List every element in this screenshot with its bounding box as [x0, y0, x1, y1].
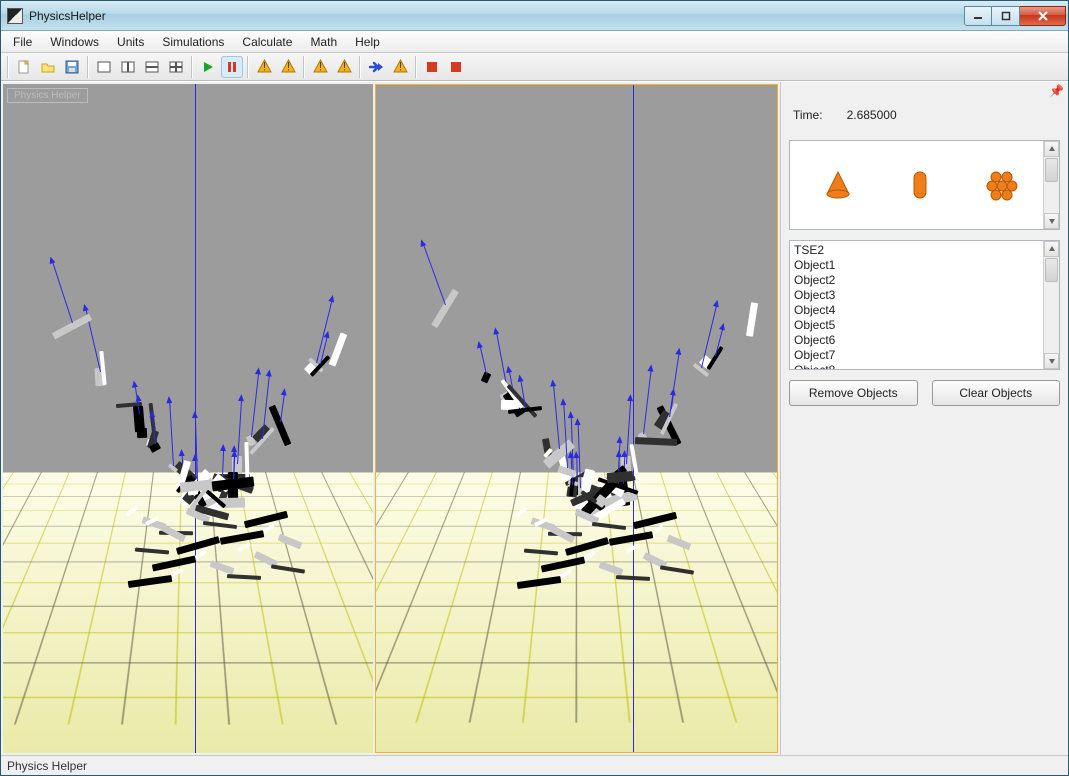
scroll-thumb[interactable]	[1045, 158, 1058, 182]
toolbar-separator	[303, 56, 305, 78]
cone-icon[interactable]	[821, 168, 855, 202]
scroll-down-icon[interactable]	[1044, 213, 1059, 229]
menu-calculate[interactable]: Calculate	[234, 33, 300, 51]
list-scrollbar[interactable]	[1043, 241, 1059, 369]
toolbar-separator	[191, 56, 193, 78]
toolbar-separator	[87, 56, 89, 78]
menu-windows[interactable]: Windows	[42, 33, 107, 51]
svg-text:!: !	[318, 60, 321, 74]
layout-split-h-button[interactable]	[141, 56, 163, 78]
app-icon	[7, 8, 23, 24]
list-item[interactable]: Object7	[794, 348, 1043, 363]
menu-units[interactable]: Units	[109, 33, 152, 51]
toolbar-separator	[7, 56, 9, 78]
window-buttons	[964, 6, 1066, 26]
pin-icon[interactable]: 📌	[1049, 84, 1064, 98]
object-list[interactable]: TSE2 Object1 Object2 Object3 Object4 Obj…	[789, 240, 1060, 370]
shape-palette	[789, 140, 1060, 230]
toolbar-separator	[359, 56, 361, 78]
toolbar-separator	[247, 56, 249, 78]
warning-button-3[interactable]: !	[309, 56, 331, 78]
svg-text:!: !	[286, 60, 289, 74]
viewport-left[interactable]: Physics Helper	[3, 84, 373, 753]
svg-text:!: !	[342, 60, 345, 74]
menu-help[interactable]: Help	[347, 33, 388, 51]
menu-math[interactable]: Math	[302, 33, 345, 51]
menu-simulations[interactable]: Simulations	[154, 33, 232, 51]
window-title: PhysicsHelper	[29, 9, 964, 23]
list-item[interactable]: Object4	[794, 303, 1043, 318]
play-button[interactable]	[197, 56, 219, 78]
statusbar: Physics Helper	[1, 755, 1068, 775]
layout-quad-button[interactable]	[165, 56, 187, 78]
viewport-right[interactable]	[375, 84, 778, 753]
layout-split-v-button[interactable]	[117, 56, 139, 78]
arrow-right-button[interactable]	[365, 56, 387, 78]
status-text: Physics Helper	[7, 759, 87, 773]
scroll-up-icon[interactable]	[1044, 141, 1059, 157]
time-label: Time:	[793, 108, 823, 122]
viewports-container: Physics Helper	[1, 82, 780, 755]
toolbar-separator	[415, 56, 417, 78]
titlebar[interactable]: PhysicsHelper	[1, 1, 1068, 31]
object-buttons: Remove Objects Clear Objects	[789, 380, 1060, 406]
palette-scrollbar[interactable]	[1043, 141, 1059, 229]
viewport-left-scene	[3, 84, 373, 753]
stop-button-1[interactable]	[421, 56, 443, 78]
capsule-icon[interactable]	[908, 168, 932, 202]
pause-button[interactable]	[221, 56, 243, 78]
pin-row: 📌	[789, 84, 1064, 98]
clear-objects-button[interactable]: Clear Objects	[932, 380, 1061, 406]
side-panel: 📌 Time: 2.685000	[780, 82, 1068, 755]
warning-button-5[interactable]: !	[389, 56, 411, 78]
menu-file[interactable]: File	[5, 33, 40, 51]
remove-objects-button[interactable]: Remove Objects	[789, 380, 918, 406]
window-frame: PhysicsHelper File Windows Units Simulat…	[0, 0, 1069, 776]
warning-button-2[interactable]: !	[277, 56, 299, 78]
svg-text:!: !	[262, 60, 265, 74]
list-item[interactable]: Object8	[794, 363, 1043, 370]
open-button[interactable]	[37, 56, 59, 78]
time-row: Time: 2.685000	[789, 102, 1060, 130]
time-value: 2.685000	[847, 108, 897, 122]
workspace: Physics Helper 📌 Time: 2.685000	[1, 81, 1068, 755]
warning-button-4[interactable]: !	[333, 56, 355, 78]
list-item[interactable]: Object5	[794, 318, 1043, 333]
minimize-button[interactable]	[964, 6, 992, 26]
scroll-thumb[interactable]	[1045, 258, 1058, 282]
stop-button-2[interactable]	[445, 56, 467, 78]
warning-button-1[interactable]: !	[253, 56, 275, 78]
scroll-up-icon[interactable]	[1044, 241, 1059, 257]
scroll-down-icon[interactable]	[1044, 353, 1059, 369]
close-button[interactable]	[1020, 6, 1066, 26]
viewport-left-label: Physics Helper	[7, 88, 88, 103]
svg-text:!: !	[398, 60, 401, 74]
multisphere-icon[interactable]	[985, 168, 1019, 202]
toolbar: ! ! ! ! !	[1, 53, 1068, 81]
list-item[interactable]: TSE2	[794, 243, 1043, 258]
layout-single-button[interactable]	[93, 56, 115, 78]
maximize-button[interactable]	[992, 6, 1020, 26]
menubar: File Windows Units Simulations Calculate…	[1, 31, 1068, 53]
new-doc-button[interactable]	[13, 56, 35, 78]
save-button[interactable]	[61, 56, 83, 78]
list-item[interactable]: Object2	[794, 273, 1043, 288]
viewport-right-scene	[376, 85, 777, 752]
list-item[interactable]: Object1	[794, 258, 1043, 273]
list-item[interactable]: Object3	[794, 288, 1043, 303]
list-item[interactable]: Object6	[794, 333, 1043, 348]
